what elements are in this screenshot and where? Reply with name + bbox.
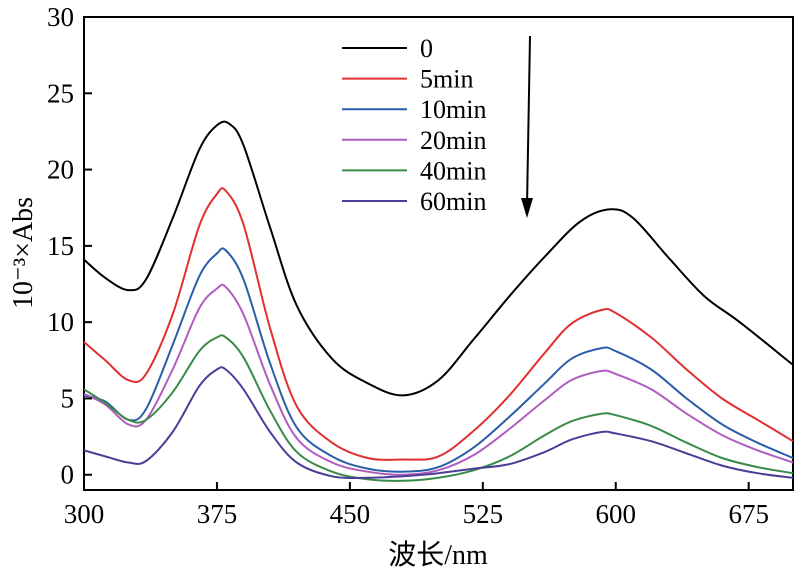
legend-label: 0 xyxy=(420,34,433,63)
series-line-20min xyxy=(83,283,794,476)
y-tick-label: 25 xyxy=(47,78,74,108)
x-tick-label: 450 xyxy=(330,499,371,529)
y-tick-label: 0 xyxy=(61,460,75,490)
x-tick-label: 525 xyxy=(463,499,504,529)
x-tick-label: 375 xyxy=(197,499,238,529)
series-line-40min xyxy=(83,334,794,482)
legend-label: 20min xyxy=(420,126,486,155)
series-layer xyxy=(83,120,794,482)
y-tick-label: 20 xyxy=(47,155,74,185)
series-line-60min xyxy=(83,366,794,479)
y-axis-ticks: 0 5 10 15 20 25 30 xyxy=(47,2,92,490)
x-axis-title: 波长/nm xyxy=(388,539,488,571)
x-axis-ticks: 300 375 450 525 600 675 xyxy=(64,482,769,529)
time-trend-arrow xyxy=(521,35,533,218)
legend-label: 10min xyxy=(420,95,486,124)
y-tick-label: 5 xyxy=(61,383,75,413)
plot-frame xyxy=(83,16,794,491)
legend-label: 40min xyxy=(420,156,486,185)
x-tick-label: 300 xyxy=(64,499,105,529)
legend-label: 60min xyxy=(420,187,486,216)
series-line-5min xyxy=(83,187,794,461)
y-tick-label: 30 xyxy=(47,2,74,32)
series-line-0min xyxy=(83,120,794,397)
x-tick-label: 600 xyxy=(596,499,637,529)
y-tick-label: 15 xyxy=(47,231,74,261)
series-line-10min xyxy=(83,247,794,473)
x-tick-label: 675 xyxy=(728,499,769,529)
y-axis-title: 10⁻³×Abs xyxy=(8,197,39,309)
y-tick-label: 10 xyxy=(47,307,74,337)
plot-area: 300 375 450 525 600 675 0 5 10 15 20 25 30 xyxy=(47,2,794,529)
legend-label: 5min xyxy=(420,65,473,94)
